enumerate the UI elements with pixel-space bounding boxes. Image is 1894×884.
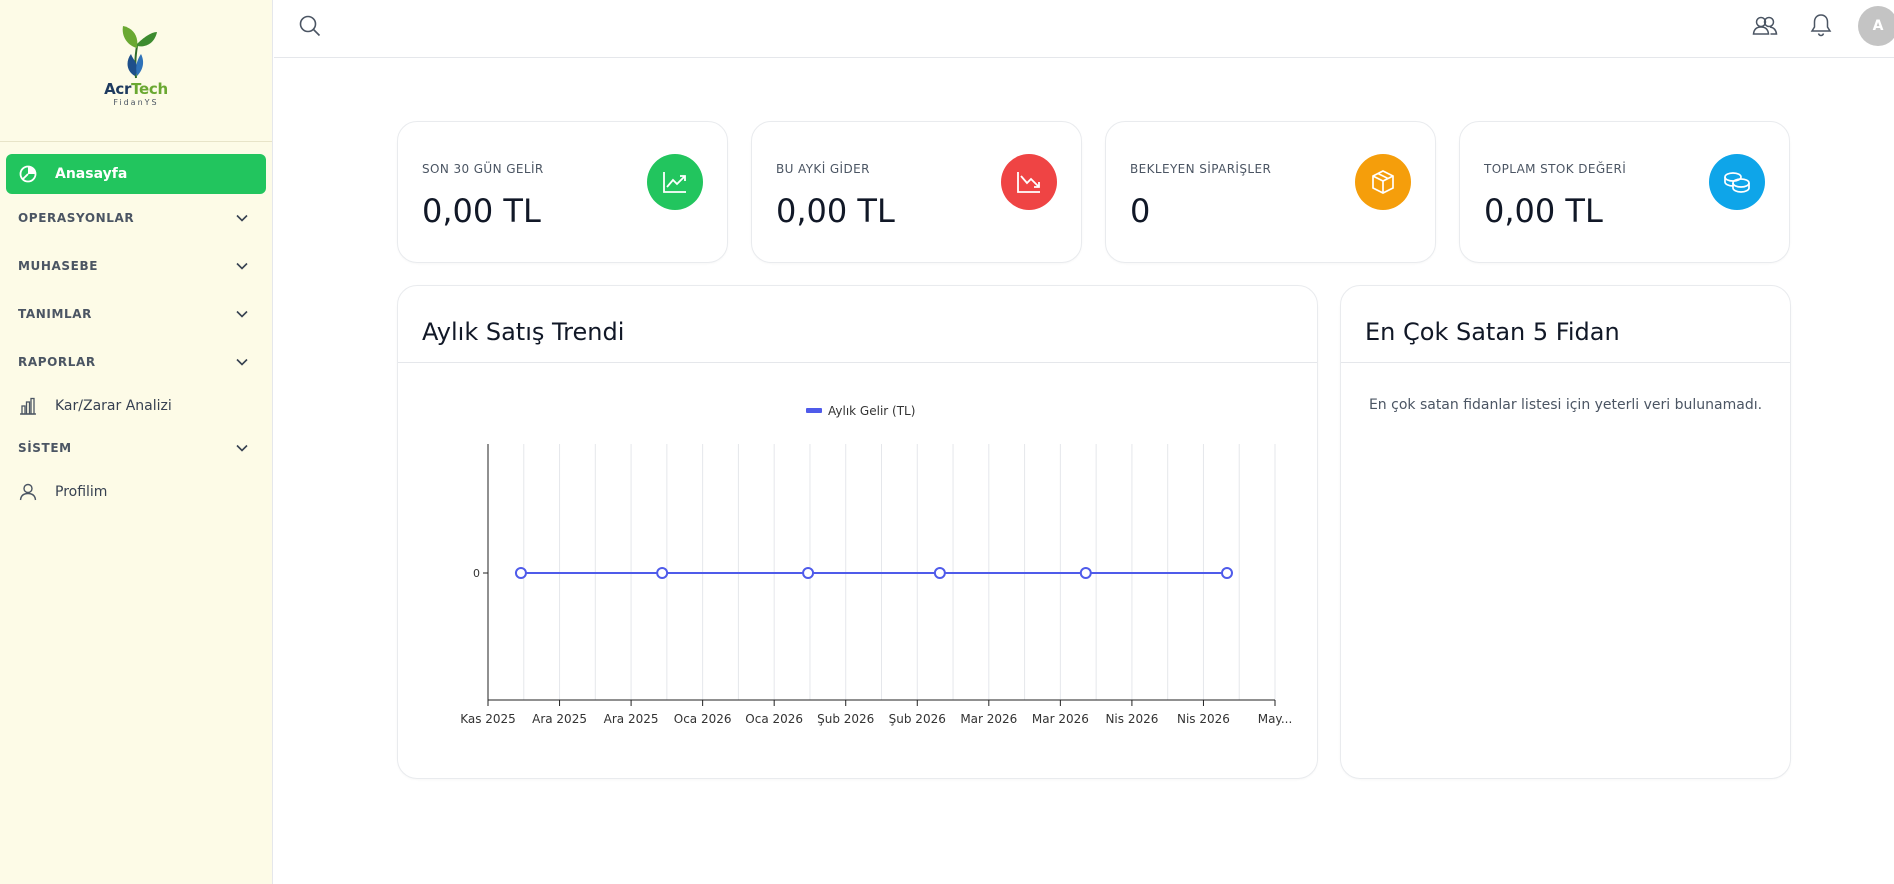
trending-up-icon xyxy=(647,154,703,210)
x-tick-label: Oca 2026 xyxy=(745,712,803,726)
sales-trend-chart: Kas 2025 Ara 2025 Ara 2025 Oca 2026 Oca 2026… xyxy=(460,404,1293,726)
stat-value: 0 xyxy=(1130,192,1151,230)
sidebar-item-profile[interactable]: Profilim xyxy=(6,470,266,514)
sidebar-section-operations-label: OPERASYONLAR xyxy=(18,211,135,225)
brand-name-part1: Acr xyxy=(104,80,132,98)
legend-label: Aylık Gelir (TL) xyxy=(828,404,915,418)
brand-subtitle: FidanYS xyxy=(113,98,159,107)
y-tick-label: 0 xyxy=(473,567,480,580)
coins-icon xyxy=(1709,154,1765,210)
brand-name: AcrTech xyxy=(104,82,168,97)
brand-name-part2: Tech xyxy=(131,80,168,98)
stat-value: 0,00 TL xyxy=(422,192,541,230)
bar-chart-icon xyxy=(18,396,38,416)
x-tick-label: Mar 2026 xyxy=(960,712,1017,726)
x-tick-label: Nis 2026 xyxy=(1105,712,1158,726)
sidebar-section-reports[interactable]: RAPORLAR xyxy=(6,338,266,386)
x-tick-label: Nis 2026 xyxy=(1177,712,1230,726)
sidebar-section-system-label: SİSTEM xyxy=(18,441,72,455)
avatar[interactable]: A xyxy=(1858,6,1894,46)
x-tick-label: Ara 2025 xyxy=(532,712,587,726)
sidebar-section-definitions[interactable]: TANIMLAR xyxy=(6,290,266,338)
x-tick-label: Şub 2026 xyxy=(817,712,874,726)
data-point xyxy=(656,567,669,579)
chevron-down-icon xyxy=(236,214,248,222)
logo[interactable]: AcrTech FidanYS xyxy=(0,0,272,142)
stat-card-stock-value: TOPLAM STOK DEĞERİ 0,00 TL xyxy=(1459,121,1790,263)
sales-trend-panel: Aylık Satış Trendi Kas 2025 Ara 2025 Ara 2… xyxy=(397,285,1318,779)
users-button[interactable] xyxy=(1752,14,1778,38)
dashboard-icon xyxy=(18,164,38,184)
x-tick-label: May... xyxy=(1258,712,1293,726)
data-point xyxy=(1079,567,1092,579)
sidebar-item-profit-loss-label: Kar/Zarar Analizi xyxy=(55,398,172,414)
bell-icon xyxy=(1810,14,1832,37)
search-button[interactable] xyxy=(298,14,322,38)
sidebar-section-definitions-label: TANIMLAR xyxy=(18,307,92,321)
sprout-logo-icon xyxy=(122,26,157,79)
package-icon xyxy=(1355,154,1411,210)
stat-label: BEKLEYEN SİPARİŞLER xyxy=(1130,162,1272,176)
data-point xyxy=(802,567,815,579)
stat-value: 0,00 TL xyxy=(1484,192,1603,230)
stat-label: BU AYKİ GİDER xyxy=(776,162,870,176)
sales-trend-title: Aylık Satış Trendi xyxy=(422,318,625,346)
chevron-down-icon xyxy=(236,444,248,452)
stat-card-revenue: SON 30 GÜN GELİR 0,00 TL xyxy=(397,121,728,263)
sidebar-section-reports-label: RAPORLAR xyxy=(18,355,96,369)
legend-swatch xyxy=(806,408,822,413)
x-tick-label: Ara 2025 xyxy=(604,712,659,726)
sidebar-section-operations[interactable]: OPERASYONLAR xyxy=(6,194,266,242)
x-tick-label: Şub 2026 xyxy=(889,712,946,726)
panel-divider xyxy=(1341,362,1790,363)
sidebar-item-profit-loss[interactable]: Kar/Zarar Analizi xyxy=(6,386,266,426)
sidebar-section-accounting-label: MUHASEBE xyxy=(18,259,98,273)
chevron-down-icon xyxy=(236,262,248,270)
trending-down-icon xyxy=(1001,154,1057,210)
sidebar-nav: Anasayfa OPERASYONLAR MUHASEBE TANIMLAR … xyxy=(0,142,272,514)
panel-divider xyxy=(398,362,1317,363)
users-icon xyxy=(1752,16,1778,35)
sidebar-item-home[interactable]: Anasayfa xyxy=(6,154,266,194)
data-point xyxy=(514,567,527,579)
empty-state-message: En çok satan fidanlar listesi için yeter… xyxy=(1368,397,1763,413)
sidebar-item-home-label: Anasayfa xyxy=(55,166,128,182)
top-sellers-title: En Çok Satan 5 Fidan xyxy=(1365,318,1620,346)
stat-label: TOPLAM STOK DEĞERİ xyxy=(1484,162,1627,176)
x-tick-label: Oca 2026 xyxy=(674,712,732,726)
x-tick-label: Kas 2025 xyxy=(460,712,516,726)
stat-card-pending-orders: BEKLEYEN SİPARİŞLER 0 xyxy=(1105,121,1436,263)
sidebar: AcrTech FidanYS Anasayfa OPERASYONLAR MU… xyxy=(0,0,273,884)
user-icon xyxy=(18,482,38,502)
chevron-down-icon xyxy=(236,310,248,318)
top-bar: A xyxy=(274,0,1894,58)
data-point xyxy=(933,567,946,579)
search-icon xyxy=(299,15,321,37)
stat-label: SON 30 GÜN GELİR xyxy=(422,162,544,176)
top-sellers-panel: En Çok Satan 5 Fidan En çok satan fidanl… xyxy=(1340,285,1791,779)
stat-value: 0,00 TL xyxy=(776,192,895,230)
sidebar-section-system[interactable]: SİSTEM xyxy=(6,426,266,470)
data-point xyxy=(1220,567,1233,579)
notifications-button[interactable] xyxy=(1810,13,1832,37)
sidebar-item-profile-label: Profilim xyxy=(55,484,108,500)
x-tick-label: Mar 2026 xyxy=(1032,712,1089,726)
chevron-down-icon xyxy=(236,358,248,366)
stat-card-expense: BU AYKİ GİDER 0,00 TL xyxy=(751,121,1082,263)
sidebar-section-accounting[interactable]: MUHASEBE xyxy=(6,242,266,290)
